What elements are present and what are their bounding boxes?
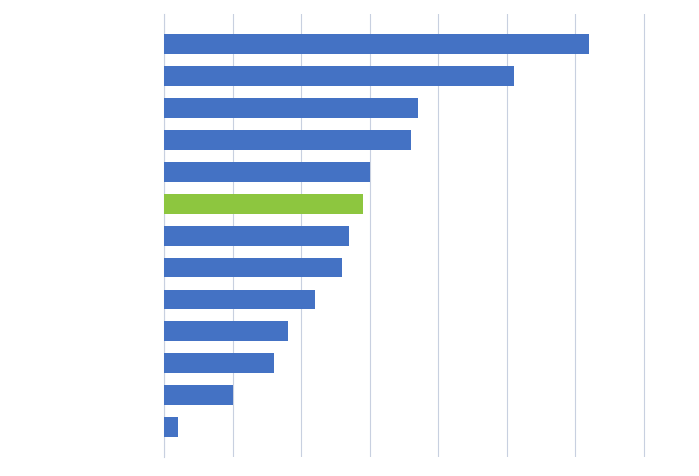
Bar [164, 162, 370, 182]
Bar [164, 194, 363, 214]
Bar [164, 385, 233, 405]
Bar [164, 98, 418, 118]
Bar [164, 226, 350, 246]
Bar [164, 353, 274, 373]
Bar [164, 34, 589, 54]
Bar [164, 66, 514, 86]
Bar [164, 130, 411, 150]
Bar [164, 321, 287, 341]
Bar [164, 417, 178, 437]
Bar [164, 258, 343, 278]
Bar [164, 289, 315, 309]
